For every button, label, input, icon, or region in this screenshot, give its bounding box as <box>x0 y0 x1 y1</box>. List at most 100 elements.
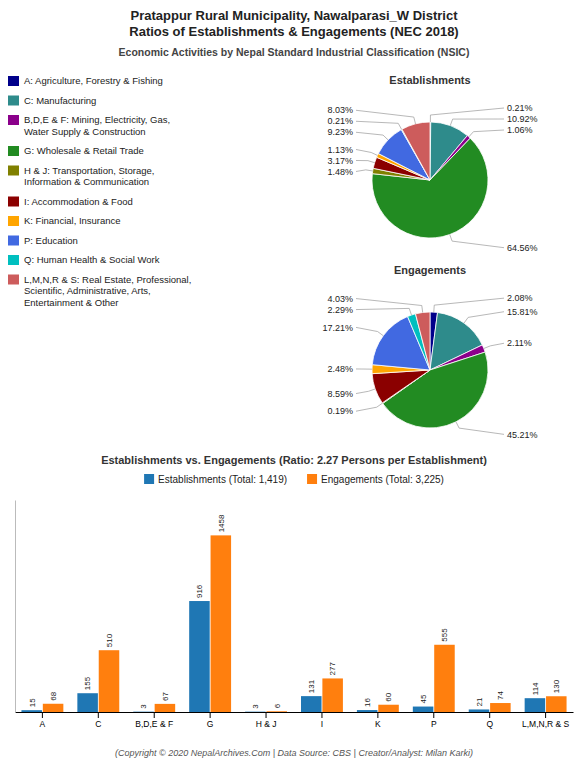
data-label: 130 <box>552 679 561 693</box>
x-tick-mark <box>489 712 490 718</box>
legend-swatch <box>144 474 154 484</box>
x-tick-label: A <box>40 719 46 729</box>
legend-item: Engagements (Total: 3,225) <box>307 474 444 485</box>
pie-title: Establishments <box>389 74 470 86</box>
x-tick: P <box>431 712 437 729</box>
x-tick-label: H & J <box>256 719 277 729</box>
y-axis-line <box>15 501 16 713</box>
bar <box>99 650 120 712</box>
pie-chart: 0.21%10.92%1.06%64.56%1.48%3.17%1.13%9.2… <box>327 103 537 253</box>
bar-title: Establishments vs. Engagements (Ratio: 2… <box>101 454 487 466</box>
x-tick-mark <box>377 712 378 718</box>
legend-label: Q: Human Health & Social Work <box>24 254 160 265</box>
data-label: 155 <box>83 676 92 690</box>
leader-line <box>356 132 388 140</box>
bar <box>77 693 98 712</box>
leader-line <box>356 308 411 315</box>
legend-label: L,M,N,R & S: Real Estate, Professional,S… <box>24 274 191 308</box>
legend-swatch <box>307 474 317 484</box>
data-label: 1.06% <box>507 125 533 135</box>
pie-chart: 2.08%15.81%2.11%45.21%0.19%8.59%2.48%17.… <box>322 293 537 439</box>
data-label: 277 <box>328 662 337 676</box>
x-tick-label: K <box>375 719 381 729</box>
legend-label: C: Manufacturing <box>24 95 96 106</box>
legend-item: Q: Human Health & Social Work <box>8 254 160 265</box>
data-label: 1458 <box>217 514 226 532</box>
data-label: 17.21% <box>322 323 353 333</box>
data-label: 114 <box>531 682 540 695</box>
data-label: 45.21% <box>507 430 538 440</box>
x-tick-mark <box>545 712 546 718</box>
data-label: 2.29% <box>327 305 353 315</box>
legend-swatch <box>8 115 19 125</box>
x-tick: K <box>375 712 381 729</box>
title: Pratappur Rural Municipality, Nawalparas… <box>129 8 458 39</box>
data-label: 68 <box>49 691 58 700</box>
data-label: 2.48% <box>327 364 353 374</box>
pie-slice <box>415 312 430 370</box>
y-axis <box>15 501 16 713</box>
data-label: 0.19% <box>327 406 353 416</box>
legend-label: G: Wholesale & Retail Trade <box>24 145 144 156</box>
legend-swatch <box>8 216 19 226</box>
text-line: B,D,E & F: Mining, Electricity, Gas, <box>24 114 170 125</box>
leader-line <box>484 343 504 348</box>
x-tick-mark <box>154 712 155 718</box>
bar <box>434 645 455 712</box>
data-label: 3 <box>251 704 260 709</box>
x-tick-mark <box>98 712 99 718</box>
leader-line <box>356 170 373 172</box>
legend-swatch <box>8 146 19 156</box>
legend: A: Agriculture, Forestry & Fishing C: Man… <box>8 75 191 308</box>
leader-line <box>356 299 423 313</box>
legend-item: A: Agriculture, Forestry & Fishing <box>8 75 163 86</box>
bar <box>413 707 434 712</box>
legend-item: I: Accommodation & Food <box>8 196 133 207</box>
leader-line <box>450 235 504 248</box>
data-label: 74 <box>496 691 505 700</box>
legend-item: G: Wholesale & Retail Trade <box>8 145 144 156</box>
bar <box>245 711 266 712</box>
x-tick-label: P <box>431 719 437 729</box>
x-tick: C <box>95 712 101 729</box>
leader-line <box>469 130 504 137</box>
leader-line <box>356 327 383 335</box>
data-label: 8.59% <box>327 389 353 399</box>
data-label: 131 <box>307 679 316 693</box>
bar <box>322 678 343 712</box>
legend-label: I: Accommodation & Food <box>24 196 133 207</box>
bars <box>21 535 566 712</box>
legend-swatch <box>8 255 19 265</box>
data-label: 2.11% <box>507 338 532 348</box>
chart-root: Pratappur Rural Municipality, Nawalparas… <box>0 0 588 768</box>
leader-line <box>356 368 372 369</box>
data-label: 6 <box>273 703 282 708</box>
leader-line <box>356 110 416 124</box>
data-label: 1.13% <box>327 145 353 155</box>
data-label: 10.92% <box>507 114 538 124</box>
data-label: 64.56% <box>507 243 538 253</box>
data-label: 67 <box>161 691 170 700</box>
x-tick-label: I <box>321 719 323 729</box>
legend-item: K: Financial, Insurance <box>8 215 121 226</box>
leader-line <box>450 119 504 126</box>
legend-item: H & J: Transportation, Storage,Informati… <box>8 165 154 188</box>
text-line: Entertainment & Other <box>24 297 119 308</box>
x-tick-mark <box>433 712 434 718</box>
x-tick: G <box>207 712 214 729</box>
pie-slice <box>372 370 430 403</box>
text-line: C: Manufacturing <box>24 95 96 106</box>
x-tick-label: Q <box>486 719 493 729</box>
data-label: 8.03% <box>327 105 353 115</box>
text-line: Information & Communication <box>24 176 149 187</box>
data-label: 510 <box>105 633 114 647</box>
data-label: 16 <box>363 698 372 707</box>
legend-swatch <box>8 197 19 207</box>
leader-line <box>356 389 375 394</box>
data-label: 3.17% <box>327 156 353 166</box>
slices <box>372 122 488 238</box>
bar <box>189 601 210 712</box>
x-tick-label: L,M,N,R & S <box>522 719 570 729</box>
bar <box>133 711 154 712</box>
subtitle: Economic Activities by Nepal Standard In… <box>119 46 470 58</box>
